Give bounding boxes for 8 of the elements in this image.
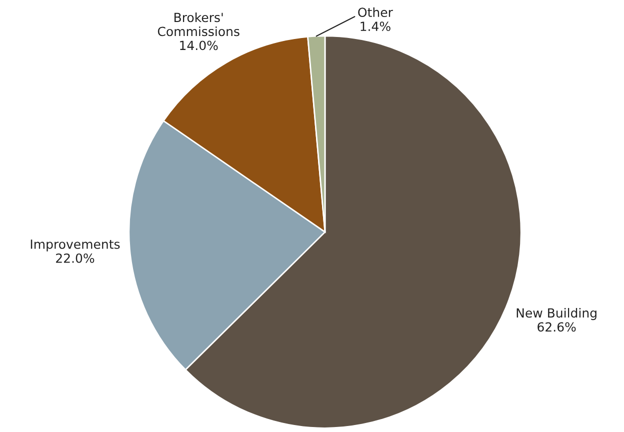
data-label: 22.0% — [56, 253, 94, 263]
data-label: 1.4% — [360, 22, 390, 32]
slice-label: New Building — [516, 308, 596, 320]
slice-label: Improvements — [30, 240, 120, 252]
data-label: 62.6% — [538, 322, 576, 332]
data-label: 14.0% — [180, 40, 218, 50]
slice-label: Brokers' Commissions — [158, 12, 240, 36]
slice-label: Other — [358, 7, 393, 18]
